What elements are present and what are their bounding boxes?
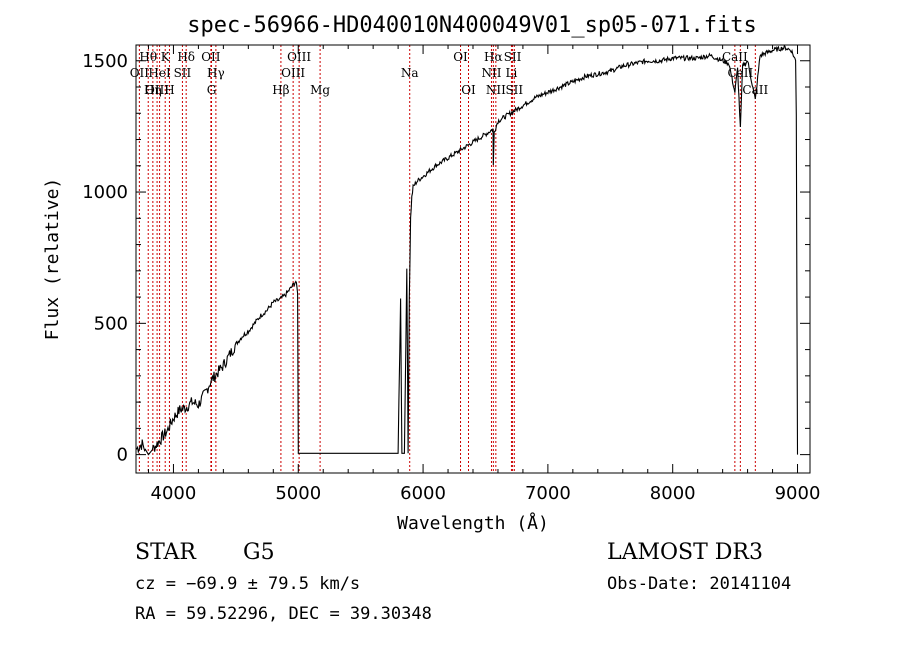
spectral-line-label: SII	[505, 83, 523, 97]
y-axis-ticks: 0 500 1000 1500	[82, 51, 810, 466]
spectral-line-label: Hθ	[139, 50, 157, 64]
spectral-line-label: G	[207, 83, 217, 97]
spectral-line-label: OIII	[145, 83, 169, 97]
spectral-line-label: H	[164, 83, 174, 97]
spectral-line-label: Hη	[144, 83, 162, 97]
chart-title: spec-56966-HD040010N400049V01_sp05-071.f…	[187, 13, 757, 38]
y-tick-label: 1500	[82, 51, 128, 72]
spectral-line-label: OIII	[281, 66, 305, 80]
object-class: STAR	[135, 540, 197, 565]
plot-frame	[135, 44, 811, 474]
spectral-line-label: CaII	[727, 66, 753, 80]
x-tick-label: 7000	[525, 483, 571, 504]
spectrum-series-line	[135, 44, 799, 456]
x-tick-label: 8000	[650, 483, 696, 504]
x-tick-label: 4000	[151, 483, 197, 504]
spectral-line-label: HeI	[148, 66, 171, 80]
x-tick-label: 9000	[775, 483, 821, 504]
object-subclass: G5	[243, 540, 275, 565]
spectral-line-label: OI	[461, 83, 476, 97]
spectral-line-label: OI	[453, 50, 468, 64]
spectral-line-label: CaII	[722, 50, 748, 64]
redshift-velocity: cz = −69.9 ± 79.5 km/s	[135, 574, 360, 594]
spectral-line-label: Hα	[484, 50, 503, 64]
spectral-line-label: Li	[506, 66, 518, 80]
spectral-line-label: NII	[481, 66, 501, 80]
survey-name: LAMOST DR3	[607, 540, 763, 565]
x-axis-ticks: 4000 5000 6000 7000 8000 9000	[147, 45, 821, 504]
spectral-line-label: NII	[486, 83, 506, 97]
coordinates: RA = 59.52296, DEC = 39.30348	[135, 604, 432, 624]
y-axis-label: Flux (relative)	[42, 178, 63, 341]
spectral-line-label: Mg	[310, 83, 330, 97]
spectral-line-label: K	[161, 50, 171, 64]
spectral-line-label: OII	[130, 66, 150, 80]
spectral-line-label: Hδ	[177, 50, 195, 64]
spectral-line-label: CaII	[742, 83, 768, 97]
observation-date: Obs-Date: 20141104	[607, 574, 791, 594]
spectral-line-label: Na	[401, 66, 419, 80]
y-tick-label: 0	[117, 445, 128, 466]
spectral-line-label: OII	[201, 50, 221, 64]
spectral-line-label: Hγ	[207, 66, 225, 80]
spectral-line-markers	[138, 45, 756, 473]
y-tick-label: 500	[94, 313, 128, 334]
x-axis-label: Wavelength (Å)	[397, 512, 549, 534]
spectral-line-label: Hβ	[272, 83, 289, 97]
spectral-line-label: SII	[174, 66, 192, 80]
spectral-line-label: SII	[504, 50, 522, 64]
y-tick-label: 1000	[82, 182, 128, 203]
x-tick-label: 6000	[400, 483, 446, 504]
x-tick-label: 5000	[275, 483, 321, 504]
spectral-line-label: OIII	[287, 50, 311, 64]
